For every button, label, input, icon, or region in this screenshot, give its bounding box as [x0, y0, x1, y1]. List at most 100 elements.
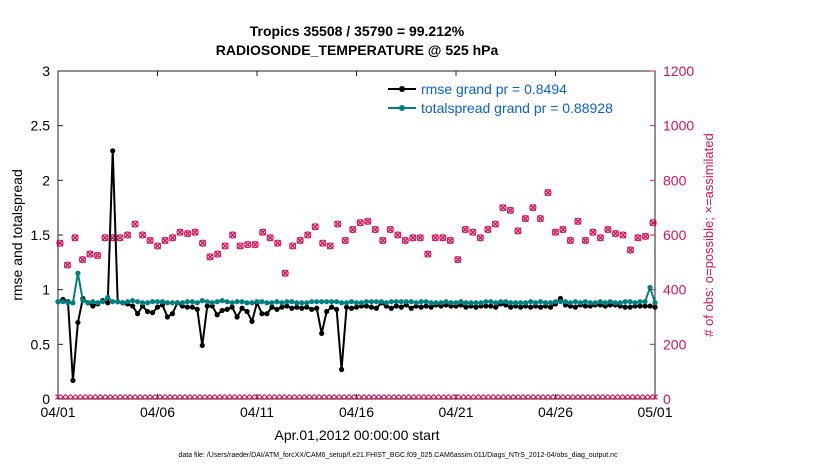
- rmse-point: [373, 305, 379, 311]
- rmse-point: [537, 304, 544, 310]
- totalspread-point: [105, 294, 111, 300]
- totalspread-point: [334, 299, 340, 305]
- totalspread-point: [149, 299, 156, 305]
- obs-assimilated-point: [409, 234, 417, 242]
- obs-assimilated-point: [319, 239, 327, 247]
- obs-possible-point: [334, 220, 342, 228]
- obs-zero-point: [507, 394, 514, 400]
- obs-assimilated-point: [56, 239, 64, 247]
- totalspread-point: [428, 300, 434, 306]
- obs-zero-point: [338, 394, 345, 400]
- rmse-point: [508, 304, 514, 310]
- obs-possible-point: [349, 225, 357, 234]
- obs-possible-point: [416, 234, 424, 242]
- obs-zero-point: [264, 394, 270, 400]
- obs-assimilated-point: [221, 242, 229, 250]
- obs-possible-point: [259, 228, 267, 236]
- x-tick-label: 04/21: [438, 404, 473, 420]
- totalspread-point: [637, 299, 643, 305]
- series-layer: [55, 148, 658, 384]
- totalspread-point: [229, 300, 235, 306]
- obs-possible-point: [304, 231, 312, 239]
- rmse-point: [338, 366, 345, 373]
- obs-assimilated-point: [386, 226, 394, 234]
- obs-zero-point: [527, 394, 534, 400]
- obs-zero-point: [353, 394, 360, 400]
- totalspread-point: [154, 299, 161, 305]
- obs-assimilated-point: [154, 242, 162, 250]
- y-tick-label-right: 1200: [663, 63, 694, 79]
- obs-possible-point: [146, 236, 154, 245]
- obs-assimilated-point: [371, 226, 379, 234]
- rmse-point: [353, 304, 360, 310]
- obs-assimilated-point: [244, 241, 252, 249]
- totalspread-point: [562, 299, 569, 305]
- rmse-point: [189, 304, 195, 310]
- obs-possible-point: [206, 253, 214, 261]
- totalspread-point: [373, 299, 379, 305]
- obs-assimilated-point: [116, 234, 124, 242]
- totalspread-point: [100, 299, 106, 305]
- obs-assimilated-point: [506, 206, 514, 214]
- totalspread-point: [547, 300, 554, 306]
- obs-zero-point: [517, 394, 524, 400]
- totalspread-point: [353, 300, 360, 306]
- rmse-point: [110, 148, 116, 154]
- obs-possible-point: [589, 228, 597, 236]
- totalspread-point: [393, 299, 399, 305]
- totalspread-point: [498, 299, 504, 305]
- totalspread-point: [65, 300, 71, 306]
- obs-assimilated-point: [439, 234, 447, 242]
- x-tick-label: 04/16: [339, 404, 374, 420]
- obs-zero-point: [547, 394, 554, 400]
- totalspread-point: [622, 299, 628, 305]
- rmse-point: [428, 304, 434, 310]
- obs-possible-point: [191, 228, 199, 236]
- rmse-point: [547, 304, 554, 310]
- x-tick-label: 04/11: [240, 404, 274, 420]
- rmse-point: [244, 308, 250, 315]
- obs-zero-point: [572, 394, 579, 400]
- obs-assimilated-point: [146, 236, 154, 244]
- totalspread-point: [343, 300, 350, 306]
- chart-title: Tropics 35508 / 35790 = 99.212%: [250, 23, 465, 39]
- y-tick-label-right: 1000: [663, 118, 694, 134]
- obs-possible-point: [184, 230, 192, 238]
- obs-possible-point: [296, 236, 304, 245]
- chart-subtitle: RADIOSONDE_TEMPERATURE @ 525 hPa: [216, 42, 499, 58]
- rmse-point: [483, 303, 489, 309]
- obs-zero-point: [463, 394, 469, 400]
- totalspread-point: [204, 299, 210, 305]
- obs-assimilated-point: [229, 231, 237, 239]
- obs-possible-point: [266, 234, 274, 242]
- obs-possible-point: [596, 234, 605, 242]
- y-tick-label-left: 1.5: [31, 227, 51, 243]
- obs-zero-point: [408, 394, 415, 400]
- totalspread-point: [448, 300, 454, 306]
- totalspread-point: [135, 299, 141, 305]
- rmse-point: [214, 312, 220, 318]
- obs-zero-point: [313, 394, 320, 400]
- totalspread-point: [144, 300, 151, 306]
- rmse-point: [324, 308, 330, 315]
- obs-assimilated-point: [259, 228, 267, 236]
- totalspread-point: [632, 300, 638, 306]
- totalspread-point: [249, 300, 255, 306]
- totalspread-point: [85, 300, 91, 306]
- rmse-point: [398, 304, 404, 310]
- obs-possible-point: [379, 236, 387, 245]
- obs-possible-point: [131, 220, 139, 228]
- obs-possible-point: [641, 232, 650, 240]
- totalspread-point: [533, 300, 539, 306]
- obs-zero-point: [273, 394, 280, 400]
- totalspread-point: [269, 300, 275, 306]
- obs-possible-point: [626, 246, 635, 254]
- rmse-point: [204, 303, 210, 309]
- legend-label-totalspread: totalspread grand pr = 0.88928: [421, 100, 613, 116]
- obs-zero-point: [512, 394, 519, 400]
- totalspread-point: [55, 299, 61, 305]
- totalspread-point: [264, 300, 270, 306]
- rmse-point: [105, 300, 111, 306]
- left-axis: 0 0.5 1 1.5 2 2.5 3: [31, 63, 63, 407]
